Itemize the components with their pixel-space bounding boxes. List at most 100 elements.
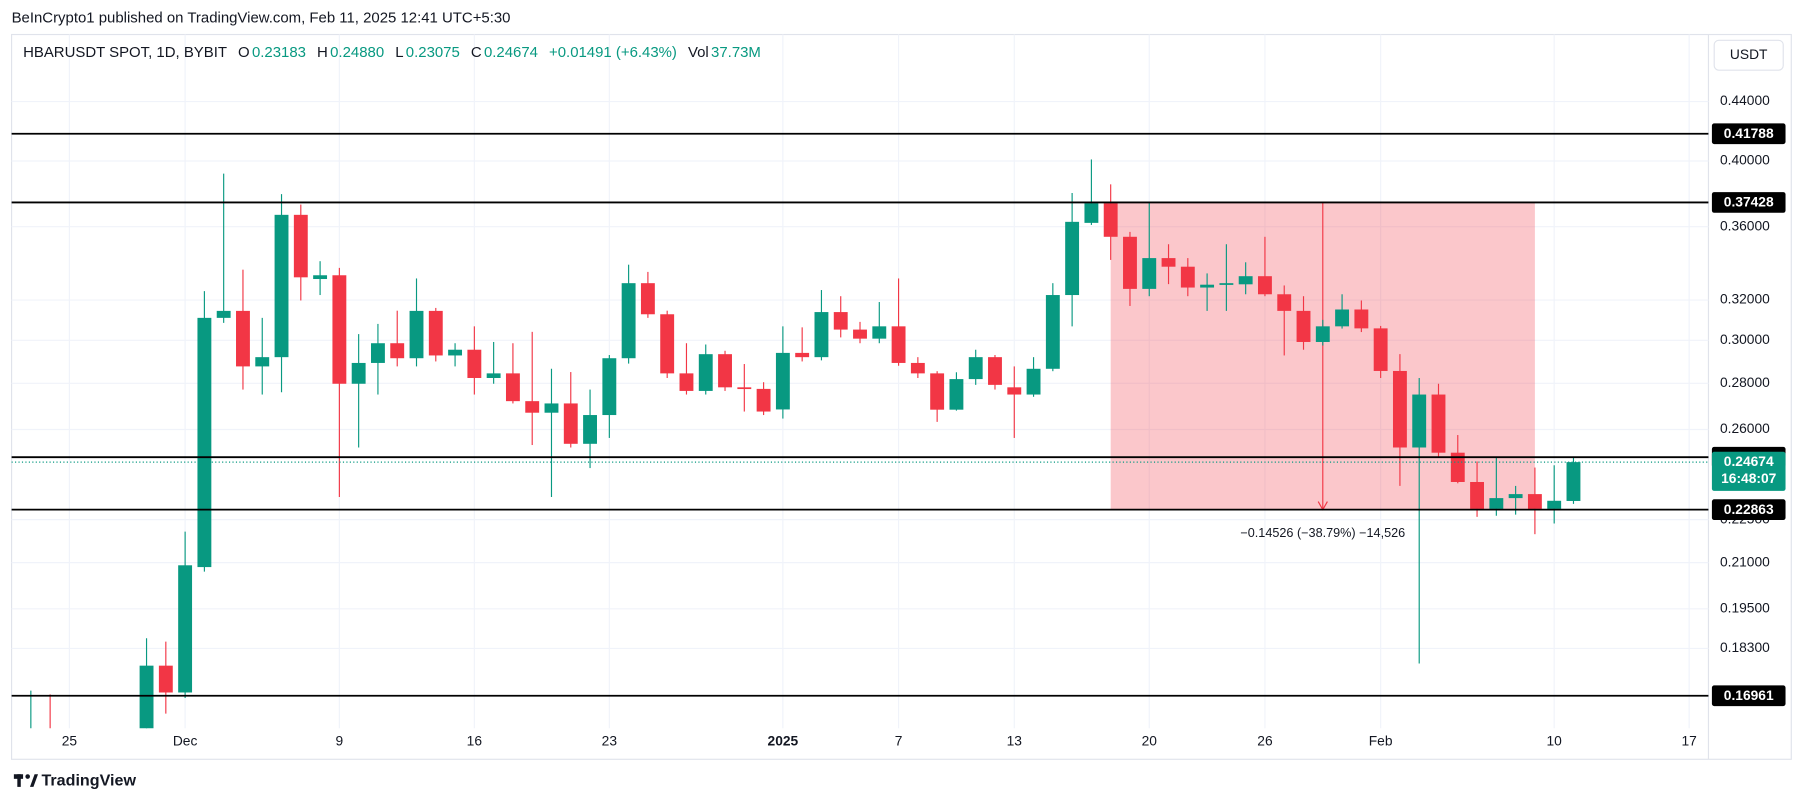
- candle-body: [853, 329, 867, 339]
- candle-body: [1219, 283, 1234, 285]
- candle-body: [756, 388, 771, 412]
- candle-body: [1547, 500, 1562, 509]
- candle-body: [370, 343, 385, 363]
- volume-label: Vol: [688, 44, 709, 61]
- y-tick-label: 0.30000: [1720, 332, 1770, 347]
- level-price-label: 0.16961: [1724, 688, 1774, 703]
- y-tick-label: 0.18300: [1720, 640, 1770, 655]
- low-value: 0.23075: [406, 44, 460, 61]
- candle-body: [1392, 370, 1407, 448]
- candle-body: [332, 275, 347, 384]
- candle-body: [1527, 494, 1542, 509]
- countdown-label: 16:48:07: [1721, 471, 1777, 486]
- candle-body: [718, 354, 732, 388]
- y-tick-label: 0.44000: [1720, 93, 1770, 108]
- y-tick-label: 0.36000: [1720, 218, 1770, 233]
- candle-body: [1065, 221, 1080, 296]
- level-price-box: [1711, 685, 1786, 707]
- x-tick-label: 10: [1547, 734, 1563, 749]
- candle-body: [486, 373, 501, 378]
- candle-body: [255, 357, 270, 367]
- candle-body: [1354, 309, 1369, 329]
- x-tick-label: 26: [1257, 734, 1273, 749]
- brand-logo: [13, 774, 39, 787]
- x-tick-label: 23: [602, 734, 618, 749]
- candle-body: [1489, 498, 1504, 509]
- candle-body: [274, 214, 289, 358]
- x-tick-label: 25: [62, 734, 78, 749]
- grid: [11, 34, 1709, 729]
- legend: HBARUSDT SPOT, 1D, BYBIT O 0.23183 H 0.248…: [23, 44, 761, 61]
- candle-body: [1335, 309, 1350, 327]
- candle-body: [1180, 266, 1195, 288]
- level-price-box: [1711, 192, 1786, 213]
- candle-body: [1431, 394, 1446, 453]
- candle-body: [1007, 387, 1022, 395]
- candle-body: [351, 362, 366, 384]
- candle-body: [390, 343, 405, 359]
- candle-body: [1470, 481, 1484, 509]
- candle-body: [891, 326, 906, 363]
- y-tick-label: 0.40000: [1720, 153, 1770, 168]
- candle-body: [313, 275, 328, 280]
- candle-body: [1026, 368, 1041, 395]
- candle-body: [197, 317, 212, 568]
- candle-body: [910, 362, 925, 374]
- candle-body: [1566, 462, 1581, 501]
- candle-body: [1450, 452, 1465, 482]
- y-tick-label: 0.28000: [1720, 375, 1770, 390]
- candle-body: [1084, 203, 1099, 223]
- last-price-label: 0.24674: [1724, 454, 1774, 469]
- open-value: 0.23183: [252, 44, 306, 61]
- y-tick-label: 0.21000: [1720, 554, 1770, 569]
- candle-body: [525, 401, 540, 413]
- candle-body: [795, 352, 810, 358]
- candle-body: [621, 283, 636, 359]
- x-tick-label: 20: [1142, 734, 1158, 749]
- open-label: O: [238, 44, 250, 61]
- candle-body: [930, 373, 945, 410]
- candle-body: [949, 379, 964, 410]
- level-price-label: 0.41788: [1724, 126, 1774, 141]
- currency-button[interactable]: [1713, 39, 1784, 71]
- candle-body: [24, 732, 38, 772]
- low-label: L: [395, 44, 403, 61]
- candle-body: [1412, 394, 1427, 448]
- level-price-label: 0.22863: [1724, 502, 1774, 517]
- level-price-box: [1711, 123, 1786, 145]
- candle-body: [602, 358, 617, 416]
- candle-body: [139, 665, 154, 729]
- candle-body: [1238, 276, 1253, 285]
- candle-body: [448, 349, 463, 356]
- candle-body: [640, 283, 655, 315]
- volume-value: 37.73M: [711, 44, 761, 61]
- close-label: C: [471, 44, 482, 61]
- candle-body: [467, 349, 482, 378]
- x-tick-label: Feb: [1369, 734, 1393, 749]
- candle-body: [1373, 328, 1388, 371]
- candle-body: [216, 310, 231, 318]
- candle-body: [737, 387, 752, 390]
- level-price-label: 0.37428: [1724, 195, 1774, 210]
- candle-body: [698, 354, 713, 391]
- high-value: 0.24880: [330, 44, 384, 61]
- published-line: BeInCrypto1 published on TradingView.com…: [12, 9, 511, 26]
- candle-body: [1277, 294, 1292, 311]
- symbol: HBARUSDT SPOT, 1D, BYBIT: [23, 44, 227, 61]
- candle-body: [1508, 494, 1523, 499]
- brand-name: TradingView: [41, 771, 136, 789]
- candle-body: [158, 665, 173, 693]
- candle-body: [505, 373, 520, 402]
- candle-body: [178, 565, 193, 693]
- candle-body: [1161, 258, 1176, 267]
- currency-label[interactable]: USDT: [1730, 47, 1768, 62]
- x-tick-label: 2025: [768, 734, 799, 749]
- candle-body: [660, 314, 675, 374]
- candle-body: [872, 326, 887, 339]
- candle-body: [428, 310, 443, 356]
- candle-body: [988, 357, 1002, 385]
- x-tick-label: Dec: [173, 734, 198, 749]
- candle-body: [563, 403, 578, 444]
- x-tick-label: 16: [467, 734, 483, 749]
